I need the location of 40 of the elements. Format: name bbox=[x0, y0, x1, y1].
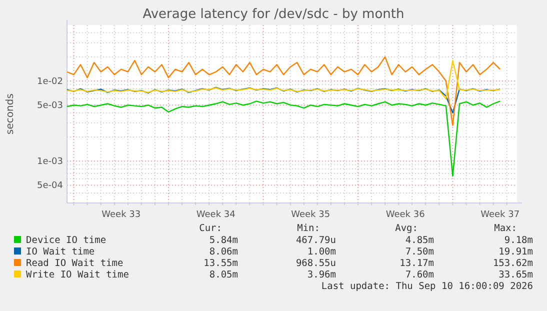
text: 5.84m bbox=[209, 235, 238, 246]
text: 33.65m bbox=[498, 270, 534, 280]
text: Cur: bbox=[199, 223, 222, 234]
chart-title: Average latency for /dev/sdc - by month bbox=[142, 7, 404, 22]
x-tick-label: Week 33 bbox=[102, 210, 141, 220]
y-tick-label: 1e-03 bbox=[37, 157, 63, 168]
text: 7.60m bbox=[405, 270, 434, 280]
y-tick-label: 1e-02 bbox=[37, 76, 63, 87]
text: 19.91m bbox=[498, 246, 534, 258]
text: 3.96m bbox=[307, 270, 336, 280]
y-tick-label: 5e-03 bbox=[37, 101, 63, 112]
legend-label: Device IO time bbox=[26, 235, 106, 246]
line-series bbox=[66, 100, 501, 177]
legend-label: Write IO Wait time bbox=[26, 270, 130, 280]
text: 13.55m bbox=[204, 258, 238, 269]
legend-label: Read IO Wait time bbox=[26, 258, 124, 269]
text: 1.00m bbox=[307, 246, 336, 258]
text: Max: bbox=[494, 223, 517, 234]
x-tick-label: Week 34 bbox=[196, 210, 236, 220]
text: Avg: bbox=[395, 223, 418, 234]
y-axis-title: seconds bbox=[5, 94, 16, 134]
line-series bbox=[66, 60, 501, 100]
text: 7.50m bbox=[405, 246, 434, 258]
text: 9.18m bbox=[504, 235, 534, 246]
text: 968.55u bbox=[296, 258, 336, 269]
x-tick-label: Week 35 bbox=[291, 210, 330, 220]
legend-label: IO Wait time bbox=[26, 246, 95, 258]
x-tick-label: Week 36 bbox=[386, 210, 426, 220]
text: 8.06m bbox=[209, 246, 238, 258]
y-tick-label: 5e-04 bbox=[37, 181, 64, 192]
text: 4.85m bbox=[405, 235, 434, 246]
x-tick-label: Week 37 bbox=[480, 210, 520, 220]
text: Last update: Thu Sep 10 16:00:09 2026 bbox=[321, 281, 534, 292]
text: 467.79u bbox=[296, 235, 336, 246]
text: 153.62m bbox=[492, 258, 534, 269]
line-series bbox=[66, 56, 501, 126]
text: 13.17m bbox=[400, 258, 434, 269]
text: 8.05m bbox=[209, 270, 238, 280]
text: Min: bbox=[297, 223, 320, 234]
line-series bbox=[66, 86, 501, 114]
